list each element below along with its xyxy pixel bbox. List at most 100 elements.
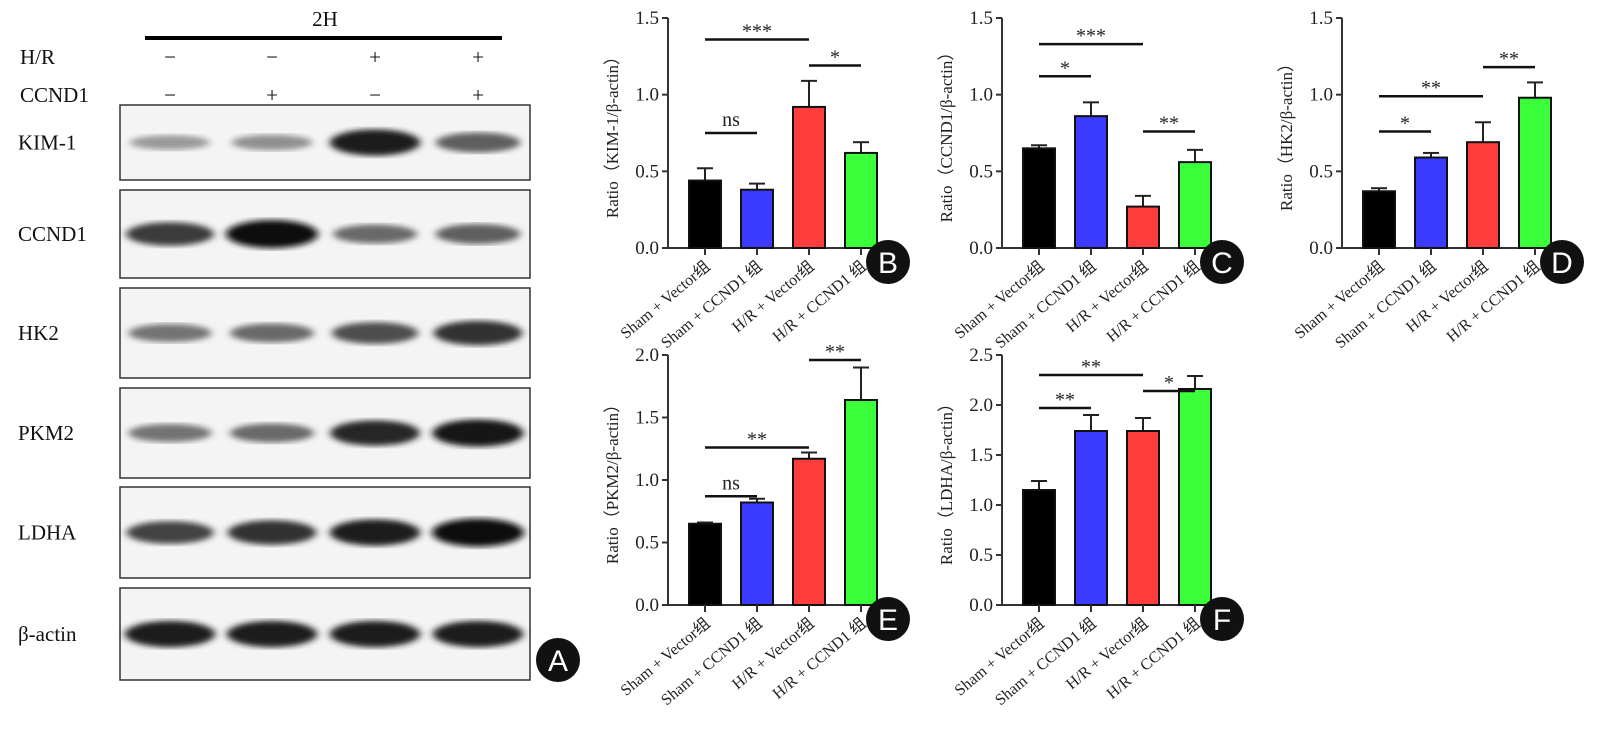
protein-band (435, 132, 521, 153)
bar (1022, 147, 1056, 249)
protein-label: KIM-1 (18, 131, 76, 155)
y-tick-label: 0.5 (635, 533, 659, 554)
x-tick-label: H/R + CCND1 组 (769, 257, 870, 345)
y-tick-label: 1.5 (1309, 8, 1333, 29)
protein-band (128, 323, 212, 343)
bar-chart-C: 0.0 0.5 1.0 1.5 Ratio（CCND1/β-actin） Sham + V… (937, 8, 1244, 352)
bar (740, 188, 774, 250)
y-tick-label: 0.0 (969, 595, 993, 616)
protein-band (333, 224, 417, 244)
y-axis-label: Ratio（PKM2/β-actin） (603, 396, 622, 564)
bar (1022, 489, 1056, 606)
protein-band (126, 222, 214, 246)
bar (1362, 190, 1396, 249)
panel-letter: F (1213, 604, 1231, 637)
y-tick-label: 0.0 (1309, 238, 1333, 259)
y-tick-label: 0.0 (969, 238, 993, 259)
y-tick-label: 1.0 (969, 85, 993, 106)
bar (844, 399, 878, 606)
bar (1074, 430, 1108, 606)
protein-band (329, 129, 421, 156)
protein-band (128, 423, 212, 443)
bar (1126, 430, 1160, 606)
y-tick-label: 0.5 (969, 545, 993, 566)
bar (1178, 388, 1212, 606)
panel-letter: B (878, 247, 898, 280)
x-tick-label: H/R + CCND1 组 (1443, 257, 1544, 345)
protein-band (329, 519, 421, 546)
x-tick-label: H/R + CCND1 组 (1103, 257, 1204, 345)
significance-label: ** (1421, 77, 1441, 99)
protein-band (330, 420, 420, 446)
protein-band (226, 220, 318, 248)
bar (688, 179, 722, 250)
bar-chart-B: 0.0 0.5 1.0 1.5 Ratio（KIM-1/β-actin） Sham + V… (603, 8, 910, 352)
significance-label: * (1400, 112, 1410, 134)
condition-sign: + (472, 83, 484, 107)
protein-band (231, 134, 313, 151)
y-axis-label: Ratio（CCND1/β-actin） (937, 44, 956, 223)
protein-label: CCND1 (18, 222, 87, 246)
significance-label: ** (1081, 356, 1101, 378)
panel-letter-badge (1200, 597, 1244, 641)
significance-label: ** (1055, 389, 1075, 411)
protein-band (329, 620, 421, 648)
panel-letter: E (878, 604, 898, 637)
x-tick-label: Sham + Vector组 (951, 257, 1048, 342)
bar (1178, 161, 1212, 249)
protein-band (227, 520, 317, 545)
condition-label: H/R (20, 45, 55, 69)
y-tick-label: 1.0 (635, 85, 659, 106)
bar-chart-D: 0.0 0.5 1.0 1.5 Ratio（HK2/β-actin） Sham + Vec… (1277, 8, 1584, 352)
significance-label: ** (1499, 48, 1519, 70)
bar (688, 522, 722, 606)
protein-band (331, 322, 419, 344)
y-tick-label: 1.5 (635, 408, 659, 429)
panel-letter-badge (866, 240, 910, 284)
panel-letter-badge (1200, 240, 1244, 284)
y-axis-label: Ratio（HK2/β-actin） (1277, 55, 1296, 211)
bar (792, 457, 826, 606)
bar-chart-F: 0.0 0.5 1.0 1.5 2.0 2.5 Ratio（LDHA/β-actin） Sha… (937, 345, 1244, 709)
y-tick-label: 2.0 (635, 345, 659, 366)
panel-letter-badge (536, 638, 580, 682)
western-blot-panel: 2H H/R − − + + CCND1 − + − + KIM-1 CCND1 HK2 PKM2 LDHA… (18, 7, 580, 682)
protein-band (435, 224, 521, 244)
y-tick-label: 1.5 (635, 8, 659, 29)
protein-band (230, 323, 314, 343)
significance-label: * (1060, 57, 1070, 79)
protein-label: PKM2 (18, 421, 74, 445)
y-tick-label: 0.5 (1309, 161, 1333, 182)
panel-letter: C (1211, 247, 1233, 280)
x-tick-label: Sham + Vector组 (951, 614, 1048, 699)
condition-sign: + (266, 83, 278, 107)
bar (740, 501, 774, 606)
y-tick-label: 2.0 (969, 395, 993, 416)
protein-label: LDHA (18, 521, 77, 545)
bar (1466, 141, 1500, 249)
y-tick-label: 2.5 (969, 345, 993, 366)
bar (1074, 115, 1108, 249)
bar (844, 151, 878, 249)
panel-letter-badge (1540, 240, 1584, 284)
condition-sign: − (369, 83, 381, 107)
x-tick-label: H/R + CCND1 组 (769, 614, 870, 702)
protein-band (230, 423, 314, 443)
bar (1414, 156, 1448, 250)
protein-band (433, 320, 523, 346)
protein-band (432, 620, 524, 648)
y-axis-label: Ratio（KIM-1/β-actin） (603, 48, 622, 218)
blot-header: 2H (312, 7, 338, 31)
bar (792, 105, 826, 249)
y-tick-label: 1.0 (635, 470, 659, 491)
significance-label: * (830, 47, 840, 69)
condition-sign: + (369, 45, 381, 69)
x-tick-label: H/R + CCND1 组 (1103, 614, 1204, 702)
y-tick-label: 0.0 (635, 238, 659, 259)
bar (1518, 96, 1552, 249)
condition-sign: − (164, 45, 176, 69)
significance-label: ** (825, 341, 845, 363)
significance-label: ** (747, 429, 767, 451)
x-tick-label: Sham + Vector组 (1291, 257, 1388, 342)
significance-label: *** (1076, 25, 1106, 47)
